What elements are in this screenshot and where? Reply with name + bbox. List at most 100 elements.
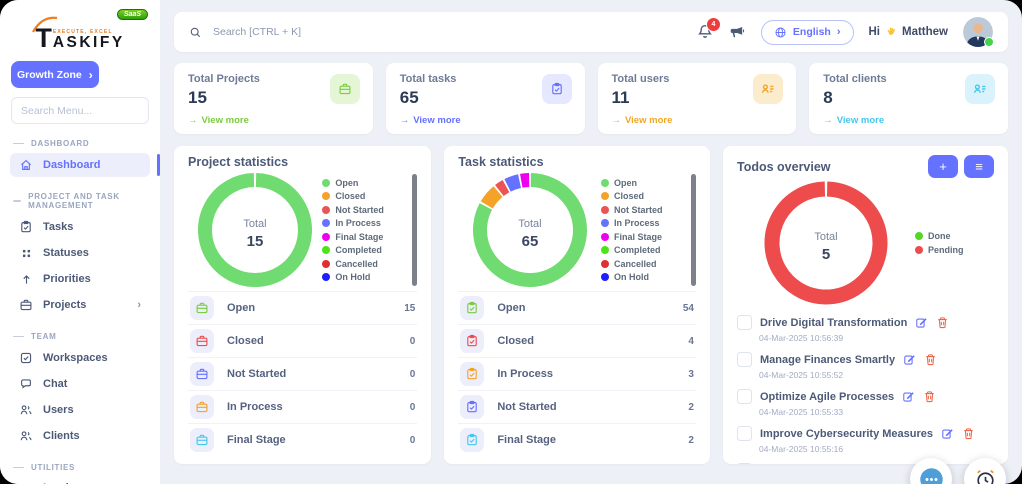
- sidebar-item-chat[interactable]: Chat: [10, 372, 150, 396]
- status-row-value: 3: [688, 368, 694, 380]
- todo-checkbox[interactable]: [736, 463, 752, 464]
- view-more-link[interactable]: → View more: [399, 115, 461, 126]
- legend-item-cancelled[interactable]: Cancelled: [322, 259, 408, 269]
- todo-checkbox[interactable]: [736, 315, 752, 330]
- todo-item-partial: [736, 463, 994, 464]
- delete-icon[interactable]: [924, 353, 937, 366]
- task-statistics-donut-chart[interactable]: Total 65: [471, 171, 589, 289]
- status-row-label: In Process: [497, 368, 553, 380]
- delete-icon[interactable]: [923, 390, 936, 403]
- chat-icon: [19, 377, 33, 391]
- edit-icon[interactable]: [941, 427, 954, 440]
- status-row-value: 0: [409, 401, 416, 413]
- notifications-button[interactable]: 4: [696, 17, 721, 41]
- legend-item-in-process[interactable]: In Process: [600, 218, 687, 229]
- workspace-icon: [19, 351, 33, 365]
- user-avatar[interactable]: [963, 17, 994, 47]
- legend-item-on-hold[interactable]: On Hold: [322, 272, 408, 282]
- legend-item-on-hold[interactable]: On Hold: [600, 272, 687, 282]
- arrow-right-icon: →: [188, 115, 198, 126]
- chevron-right-icon: ›: [88, 67, 93, 82]
- status-row-open: Open 54: [458, 291, 696, 324]
- legend-item-open[interactable]: Open: [600, 177, 687, 188]
- sidebar-section: TEAM Workspaces Chat Users Clients: [0, 332, 160, 448]
- legend-item-open[interactable]: Open: [322, 178, 408, 188]
- workspace-button[interactable]: Growth Zone ›: [11, 61, 99, 88]
- legend-dot-icon: [322, 246, 331, 255]
- svg-text:Total: Total: [244, 218, 267, 230]
- svg-text:5: 5: [822, 246, 830, 263]
- sidebar-item-label: Priorities: [43, 273, 91, 285]
- todo-checkbox[interactable]: [736, 352, 752, 367]
- arrow-right-icon: →: [823, 115, 833, 126]
- sidebar-item-projects[interactable]: Projects ›: [10, 293, 150, 317]
- reminder-fab-button[interactable]: [964, 458, 1006, 484]
- sidebar-item-tasks[interactable]: Tasks: [10, 215, 150, 239]
- sidebar-search-input[interactable]: [11, 97, 149, 124]
- view-more-link[interactable]: → View more: [611, 115, 673, 126]
- legend-item-in-process[interactable]: In Process: [322, 218, 408, 228]
- sidebar-section: PROJECT AND TASK MANAGEMENT Tasks Status…: [0, 192, 160, 317]
- view-more-link[interactable]: → View more: [823, 115, 885, 126]
- chat-fab-button[interactable]: [910, 458, 952, 484]
- legend-dot-icon: [600, 259, 609, 268]
- legend-label: Open: [613, 177, 637, 188]
- todo-checkbox[interactable]: [736, 426, 752, 441]
- status-row-value: 2: [688, 434, 694, 446]
- add-todo-button[interactable]: +: [927, 155, 958, 178]
- legend-item-final-stage[interactable]: Final Stage: [600, 232, 687, 242]
- todo-checkbox[interactable]: [736, 389, 752, 404]
- sidebar-item-dashboard[interactable]: Dashboard: [10, 153, 160, 177]
- sidebar-item-priorities[interactable]: Priorities: [10, 267, 150, 291]
- stat-card-total-clients: Total clients 8 → View more: [809, 63, 1008, 134]
- status-row-open: Open 15: [188, 291, 418, 324]
- legend-item-final-stage[interactable]: Final Stage: [322, 232, 408, 242]
- legend-scrollbar[interactable]: [690, 174, 696, 286]
- svg-text:Total: Total: [518, 218, 541, 230]
- sidebar-item-statuses[interactable]: Statuses: [10, 241, 150, 265]
- edit-icon[interactable]: [902, 390, 915, 403]
- clipboard-icon: [19, 220, 33, 234]
- project-statistics-card: Project statistics Total 15 Open Closed N…: [174, 146, 432, 464]
- todo-timestamp: 04-Mar-2025 10:55:33: [758, 407, 844, 417]
- sidebar-item-clients[interactable]: Clients: [10, 424, 150, 448]
- legend-dot-icon: [600, 205, 609, 214]
- language-selector[interactable]: English ›: [760, 19, 854, 45]
- delete-icon[interactable]: [962, 427, 975, 440]
- edit-icon[interactable]: [915, 316, 928, 329]
- todo-list: Drive Digital Transformation 04-Mar-2025…: [736, 315, 994, 464]
- list-icon: ≡: [975, 159, 983, 174]
- edit-icon[interactable]: [903, 353, 916, 366]
- status-row-final-stage: Final Stage 2: [458, 423, 696, 456]
- status-row-label: Open: [497, 302, 526, 314]
- status-row-closed: Closed 4: [458, 324, 696, 357]
- todo-list-view-button[interactable]: ≡: [963, 155, 994, 178]
- legend-item-closed[interactable]: Closed: [600, 191, 687, 201]
- main-area: 4 English › Hi Matthew: [160, 0, 1022, 484]
- legend-item-not-started[interactable]: Not Started: [322, 205, 408, 215]
- global-search-input[interactable]: [211, 25, 494, 39]
- app-logo[interactable]: T EXECUTE, EXCEL ASKIFY SaaS: [10, 9, 150, 52]
- legend-item-closed[interactable]: Closed: [322, 191, 408, 201]
- workspace-button-label: Growth Zone: [17, 68, 82, 81]
- todo-title: Improve Cybersecurity Measures: [759, 427, 934, 440]
- legend-label: In Process: [613, 218, 660, 229]
- sidebar-item-users[interactable]: Users: [10, 398, 150, 422]
- view-more-link[interactable]: → View more: [188, 115, 249, 126]
- sidebar-item-leads-management[interactable]: Leads Management ›: [10, 477, 150, 484]
- project-statistics-donut-chart[interactable]: Total 15: [196, 171, 314, 289]
- legend-item-pending[interactable]: Pending: [914, 245, 985, 255]
- sidebar-item-workspaces[interactable]: Workspaces: [10, 346, 150, 370]
- delete-icon[interactable]: [936, 316, 949, 329]
- legend-item-not-started[interactable]: Not Started: [600, 205, 687, 215]
- todos-donut-chart[interactable]: Total 5: [763, 180, 889, 306]
- users-icon: [19, 429, 33, 443]
- legend-dot-icon: [914, 245, 923, 254]
- legend-item-completed[interactable]: Completed: [600, 245, 687, 255]
- announcements-button[interactable]: [729, 24, 746, 41]
- legend-item-cancelled[interactable]: Cancelled: [600, 259, 687, 269]
- legend-item-completed[interactable]: Completed: [322, 245, 408, 255]
- legend-item-done[interactable]: Done: [914, 231, 985, 241]
- legend-scrollbar[interactable]: [412, 174, 418, 286]
